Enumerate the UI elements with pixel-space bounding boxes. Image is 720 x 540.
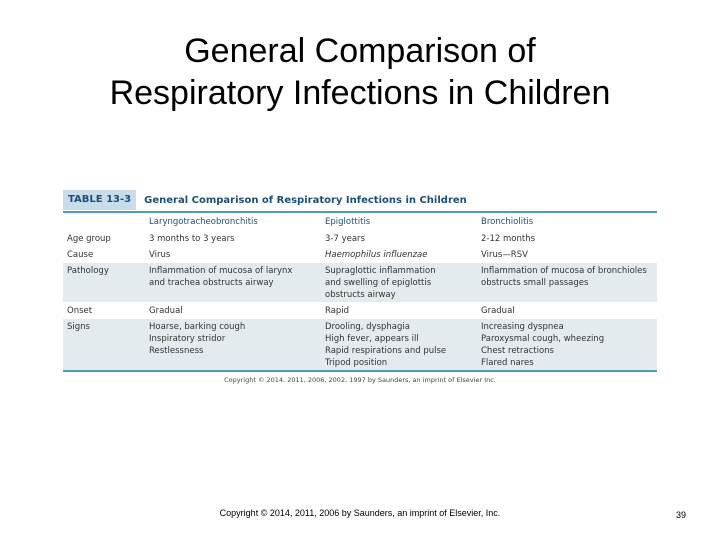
cell-epiglottitis: Haemophilus influenzae — [321, 246, 477, 263]
cell-bronchiolitis: Gradual — [477, 302, 657, 319]
cell-line: Rapid respirations and pulse — [325, 346, 447, 356]
cell-bronchiolitis: 2-12 months — [477, 230, 657, 247]
column-header-laryngotracheobronchitis: Laryngotracheobronchitis — [149, 217, 258, 227]
page-number: 39 — [676, 510, 687, 520]
table-header-row: Laryngotracheobronchitis Epiglottitis Br… — [63, 213, 657, 231]
table-body: Age group 3 months to 3 years 3-7 years 2-1… — [63, 230, 657, 370]
column-header-blank — [63, 213, 145, 231]
cell-epiglottitis: Drooling, dysphagia High fever, appears i… — [321, 318, 477, 370]
cell-laryngotracheobronchitis: Gradual — [145, 302, 321, 319]
cell-laryngotracheobronchitis: Virus — [145, 246, 321, 263]
table-row-onset: Onset Gradual Rapid Gradual — [63, 302, 657, 319]
cell-bronchiolitis: Inflammation of mucosa of bronchioles obs… — [477, 262, 657, 303]
cell-line: High fever, appears ill — [325, 334, 419, 344]
table-row-age-group: Age group 3 months to 3 years 3-7 years 2-1… — [63, 230, 657, 247]
cell-line: Inspiratory stridor — [149, 334, 226, 344]
cell-line: Hoarse, barking cough — [149, 322, 246, 332]
cell-line: Flared nares — [481, 358, 534, 368]
cell-line: Supraglottic inflammation — [325, 266, 436, 276]
cell-line: Paroxysmal cough, wheezing — [481, 334, 605, 344]
footer-copyright: Copyright © 2014, 2011, 2006 by Saunders… — [219, 508, 501, 518]
cell-line: Gradual — [481, 306, 515, 316]
cell-line: Gradual — [149, 306, 183, 316]
table-bottom-rule — [63, 370, 657, 372]
slide-title: General Comparison of Respiratory Infect… — [0, 30, 720, 114]
cell-line: Chest retractions — [481, 346, 554, 356]
cell-line: Increasing dyspnea — [481, 322, 564, 332]
row-label: Signs — [63, 318, 145, 370]
row-label: Onset — [63, 302, 145, 319]
cell-line: obstructs airway — [325, 290, 396, 300]
cell-line: Virus — [149, 250, 171, 260]
row-label: Age group — [63, 230, 145, 247]
table-row-signs: Signs Hoarse, barking cough Inspiratory st… — [63, 318, 657, 370]
cell-laryngotracheobronchitis: Inflammation of mucosa of larynx and trac… — [145, 262, 321, 303]
row-label: Pathology — [63, 262, 145, 303]
cell-line: Haemophilus influenzae — [325, 250, 428, 260]
cell-line: 3-7 years — [325, 234, 365, 244]
cell-line: Rapid — [325, 306, 350, 316]
cell-line: Inflammation of mucosa of larynx — [149, 266, 293, 276]
table-number: TABLE 13-3 — [63, 190, 137, 210]
cell-line: and swelling of epiglottis — [325, 278, 432, 288]
cell-epiglottitis: 3-7 years — [321, 230, 477, 247]
cell-line: and trachea obstructs airway — [149, 278, 274, 288]
cell-line: Inflammation of mucosa of bronchioles — [481, 266, 647, 276]
cell-bronchiolitis: Increasing dyspnea Paroxysmal cough, whee… — [477, 318, 657, 370]
cell-line: 3 months to 3 years — [149, 234, 235, 244]
table-top-rule — [63, 211, 657, 213]
cell-line: 2-12 months — [481, 234, 536, 244]
comparison-table: Laryngotracheobronchitis Epiglottitis Br… — [63, 213, 657, 370]
row-label: Cause — [63, 246, 145, 263]
cell-bronchiolitis: Virus—RSV — [477, 246, 657, 263]
cell-line: Drooling, dysphagia — [325, 322, 410, 332]
slide-title-line-1: General Comparison of — [184, 32, 536, 70]
comparison-table-figure: TABLE 13-3 General Comparison of Respira… — [63, 190, 657, 384]
table-caption: TABLE 13-3 General Comparison of Respira… — [63, 190, 657, 210]
table-row-cause: Cause Virus Haemophilus influenzae Virus—RS… — [63, 246, 657, 263]
cell-epiglottitis: Rapid — [321, 302, 477, 319]
table-row-pathology: Pathology Inflammation of mucosa of laryn… — [63, 262, 657, 303]
cell-laryngotracheobronchitis: 3 months to 3 years — [145, 230, 321, 247]
column-header-epiglottitis: Epiglottitis — [325, 217, 371, 227]
cell-epiglottitis: Supraglottic inflammation and swelling of… — [321, 262, 477, 303]
table-credit: Copyright © 2014, 2011, 2006, 2002, 1997… — [224, 376, 496, 384]
slide-title-line-2: Respiratory Infections in Children — [109, 74, 611, 112]
cell-line: obstructs small passages — [481, 278, 589, 288]
cell-line: Tripod position — [325, 358, 388, 368]
cell-line: Virus—RSV — [481, 250, 528, 260]
column-header-bronchiolitis: Bronchiolitis — [481, 217, 534, 227]
cell-laryngotracheobronchitis: Hoarse, barking cough Inspiratory stridor… — [145, 318, 321, 370]
table-title: General Comparison of Respiratory Infect… — [144, 194, 467, 206]
cell-line: Restlessness — [149, 346, 204, 356]
